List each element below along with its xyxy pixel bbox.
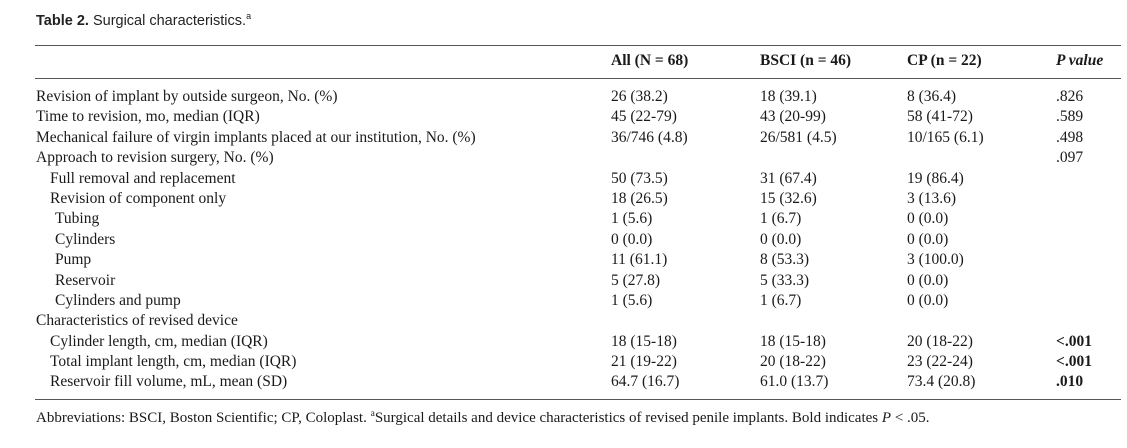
row-label: Time to revision, mo, median (IQR) bbox=[36, 108, 260, 126]
cell-all: 1 (5.6) bbox=[611, 291, 653, 309]
footnote-marker: a bbox=[370, 409, 375, 419]
cell-cp: 0 (0.0) bbox=[907, 271, 949, 289]
cell-cp: 58 (41-72) bbox=[907, 108, 973, 126]
cell-cp: 0 (0.0) bbox=[907, 291, 949, 309]
cell-all: 0 (0.0) bbox=[611, 230, 653, 248]
cell-all: 64.7 (16.7) bbox=[611, 373, 680, 391]
cell-bsci: 18 (15-18) bbox=[760, 332, 826, 350]
cell-bsci: 1 (6.7) bbox=[760, 210, 802, 228]
table-row: Tubing 1 (5.6) 1 (6.7) 0 (0.0) bbox=[0, 209, 1127, 229]
row-label: Cylinders and pump bbox=[55, 291, 181, 309]
table-row: Revision of component only 18 (26.5) 15 (3… bbox=[0, 189, 1127, 209]
table-number: Table 2. bbox=[36, 13, 89, 29]
row-label: Pump bbox=[55, 251, 92, 269]
row-label: Revision of implant by outside surgeon, … bbox=[36, 88, 338, 105]
cell-cp: 73.4 (20.8) bbox=[907, 373, 976, 391]
cell-bsci: 5 (33.3) bbox=[760, 271, 810, 289]
cell-p-value: .498 bbox=[1056, 128, 1084, 146]
table-row: Cylinders 0 (0.0) 0 (0.0) 0 (0.0) bbox=[0, 230, 1127, 250]
cell-bsci: 31 (67.4) bbox=[760, 169, 817, 187]
header-rule bbox=[35, 78, 1121, 79]
table-row: Revision of implant by outside surgeon, … bbox=[0, 87, 1127, 107]
footnote-text: Surgical details and device characterist… bbox=[374, 410, 879, 426]
row-label: Total implant length, cm, median (IQR) bbox=[50, 353, 297, 371]
table-caption: Table 2. Surgical characteristics.a bbox=[36, 11, 252, 29]
cell-bsci: 1 (6.7) bbox=[760, 291, 802, 309]
cell-cp: 8 (36.4) bbox=[907, 88, 957, 105]
cell-all: 21 (19-22) bbox=[611, 353, 677, 371]
cell-all: 5 (27.8) bbox=[611, 271, 661, 289]
table-row: Cylinder length, cm, median (IQR) 18 (15-… bbox=[0, 332, 1127, 352]
row-label: Reservoir fill volume, mL, mean (SD) bbox=[50, 373, 288, 391]
cell-all: 18 (26.5) bbox=[611, 189, 668, 207]
header-bsci: BSCI (n = 46) bbox=[760, 52, 852, 69]
cell-all: 26 (38.2) bbox=[611, 88, 668, 105]
table-row: Reservoir 5 (27.8) 5 (33.3) 0 (0.0) bbox=[0, 271, 1127, 291]
cell-cp: 3 (100.0) bbox=[907, 251, 964, 269]
cell-cp: 10/165 (6.1) bbox=[907, 128, 984, 146]
cell-bsci: 18 (39.1) bbox=[760, 88, 817, 105]
top-rule bbox=[35, 45, 1121, 46]
row-label: Characteristics of revised device bbox=[36, 312, 238, 330]
row-label: Full removal and replacement bbox=[50, 169, 236, 187]
header-cp: CP (n = 22) bbox=[907, 52, 982, 69]
cell-bsci: 20 (18-22) bbox=[760, 353, 826, 371]
cell-p-value: .826 bbox=[1056, 88, 1084, 105]
footnote-p-symbol: P bbox=[881, 410, 892, 426]
table-row: Total implant length, cm, median (IQR) 21… bbox=[0, 352, 1127, 372]
row-label: Cylinders bbox=[55, 230, 116, 248]
cell-cp: 0 (0.0) bbox=[907, 230, 949, 248]
caption-footnote-marker: a bbox=[246, 11, 252, 22]
cell-p-value: <.001 bbox=[1056, 332, 1092, 350]
cell-all: 11 (61.1) bbox=[611, 251, 668, 269]
cell-bsci: 0 (0.0) bbox=[760, 230, 802, 248]
table-row: Reservoir fill volume, mL, mean (SD) 64.7… bbox=[0, 372, 1127, 392]
row-label: Tubing bbox=[55, 210, 100, 228]
table-row: Full removal and replacement 50 (73.5) 31 … bbox=[0, 169, 1127, 189]
table-row: Cylinders and pump 1 (5.6) 1 (6.7) 0 (0.0) bbox=[0, 291, 1127, 311]
cell-all: 45 (22-79) bbox=[611, 108, 677, 126]
cell-all: 36/746 (4.8) bbox=[611, 128, 688, 146]
cell-all: 1 (5.6) bbox=[611, 210, 653, 228]
row-label: Mechanical failure of virgin implants pl… bbox=[36, 128, 476, 146]
row-label: Approach to revision surgery, No. (%) bbox=[36, 149, 274, 167]
cell-cp: 23 (22-24) bbox=[907, 353, 973, 371]
cell-all: 50 (73.5) bbox=[611, 169, 668, 187]
header-all: All (N = 68) bbox=[611, 52, 689, 69]
cell-p-value: .010 bbox=[1056, 373, 1084, 391]
row-label: Cylinder length, cm, median (IQR) bbox=[50, 332, 268, 350]
row-label: Revision of component only bbox=[50, 189, 227, 207]
footnote-threshold: < .05. bbox=[894, 410, 930, 426]
table-row: Characteristics of revised device bbox=[0, 311, 1127, 331]
table-row: Time to revision, mo, median (IQR) 45 (22… bbox=[0, 107, 1127, 127]
table-body: Revision of implant by outside surgeon, … bbox=[0, 87, 1127, 393]
cell-cp: 20 (18-22) bbox=[907, 332, 973, 350]
row-label: Reservoir bbox=[55, 271, 116, 289]
table-footnote: Abbreviations: BSCI, Boston Scientific; … bbox=[36, 409, 930, 427]
cell-bsci: 43 (20-99) bbox=[760, 108, 826, 126]
table-title: Surgical characteristics. bbox=[92, 13, 247, 29]
header-p-value: P value bbox=[1056, 52, 1104, 69]
cell-bsci: 8 (53.3) bbox=[760, 251, 810, 269]
table-row: Mechanical failure of virgin implants pl… bbox=[0, 128, 1127, 148]
bottom-rule bbox=[35, 399, 1121, 400]
cell-bsci: 15 (32.6) bbox=[760, 189, 817, 207]
table-row: Approach to revision surgery, No. (%) .09… bbox=[0, 148, 1127, 168]
cell-p-value: .589 bbox=[1056, 108, 1084, 126]
cell-p-value: <.001 bbox=[1056, 353, 1092, 371]
cell-p-value: .097 bbox=[1056, 149, 1084, 167]
table-row: Pump 11 (61.1) 8 (53.3) 3 (100.0) bbox=[0, 250, 1127, 270]
cell-bsci: 61.0 (13.7) bbox=[760, 373, 829, 391]
cell-bsci: 26/581 (4.5) bbox=[760, 128, 837, 146]
cell-cp: 0 (0.0) bbox=[907, 210, 949, 228]
cell-cp: 3 (13.6) bbox=[907, 189, 957, 207]
footnote-abbreviations: Abbreviations: BSCI, Boston Scientific; … bbox=[36, 410, 367, 426]
cell-cp: 19 (86.4) bbox=[907, 169, 964, 187]
cell-all: 18 (15-18) bbox=[611, 332, 677, 350]
